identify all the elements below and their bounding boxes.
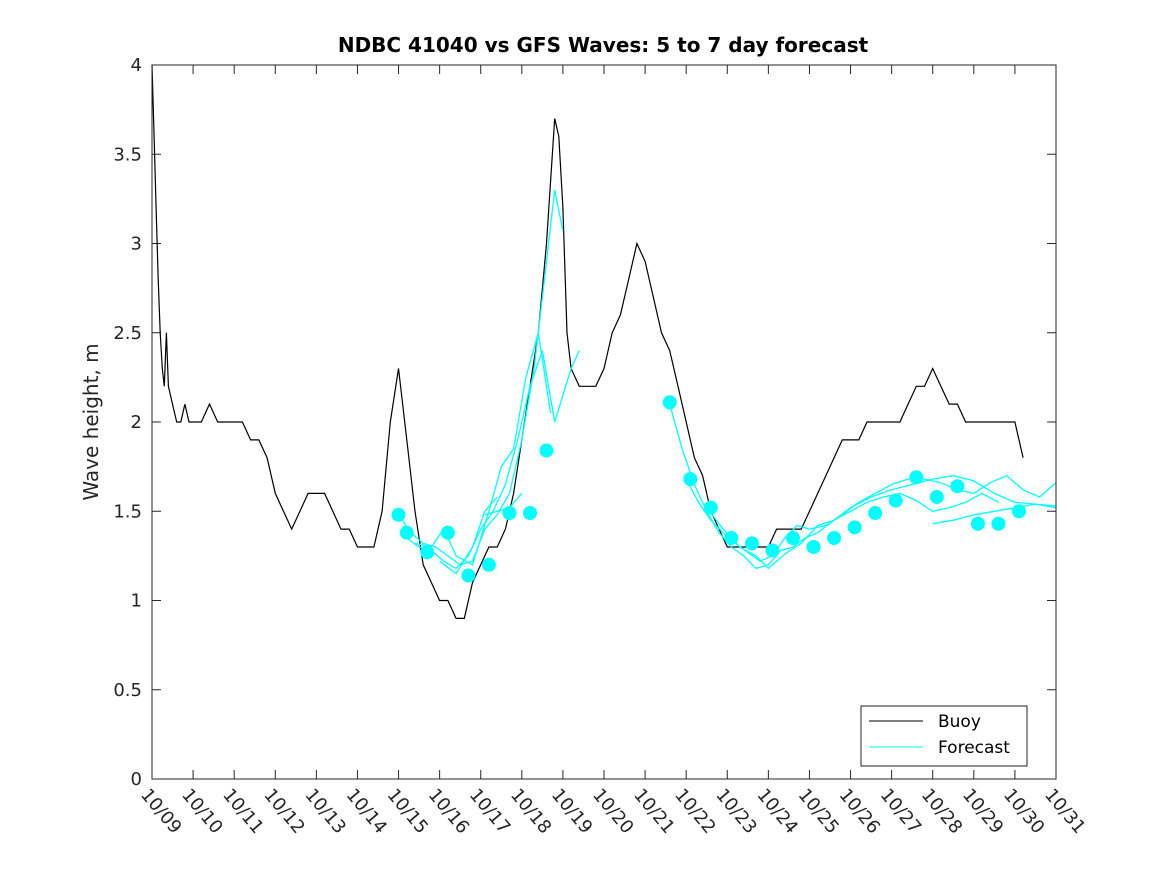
forecast-marker: [481, 557, 496, 572]
forecast-marker: [827, 531, 842, 546]
axes-box: [151, 64, 1057, 780]
forecast-marker: [420, 545, 435, 560]
forecast-marker: [502, 506, 517, 521]
forecast-marker: [391, 507, 406, 522]
forecast-marker: [399, 525, 414, 540]
forecast-series-line: [414, 332, 552, 566]
forecast-marker: [950, 479, 965, 494]
forecast-series-line: [397, 189, 564, 566]
forecast-marker: [539, 443, 554, 458]
y-tick-label: 0.5: [113, 680, 142, 701]
forecast-marker: [991, 516, 1006, 531]
y-tick-label: 2.5: [113, 323, 142, 344]
forecast-marker: [765, 543, 780, 558]
series-layer: [151, 64, 1057, 620]
forecast-marker: [909, 470, 924, 485]
y-tick-label: 3.5: [113, 144, 142, 165]
y-tick-label: 4: [131, 55, 142, 76]
forecast-marker: [744, 536, 759, 551]
chart-title: NDBC 41040 vs GFS Waves: 5 to 7 day fore…: [338, 33, 869, 57]
forecast-marker: [703, 500, 718, 515]
forecast-marker: [523, 506, 538, 521]
forecast-marker: [929, 489, 944, 504]
legend-forecast-label: Forecast: [938, 738, 1010, 758]
forecast-marker: [806, 539, 821, 554]
legend: Buoy Forecast: [860, 705, 1028, 767]
y-tick-label: 1.5: [113, 501, 142, 522]
forecast-series-line: [484, 492, 523, 516]
buoy-series-line: [151, 64, 1024, 620]
forecast-marker: [662, 395, 677, 410]
y-tick-label: 2: [131, 412, 142, 433]
forecast-series-line: [406, 350, 580, 570]
forecast-marker: [724, 531, 739, 546]
forecast-marker: [1012, 504, 1027, 519]
forecast-marker: [868, 506, 883, 521]
forecast-series-line: [439, 496, 498, 575]
forecast-series-line: [669, 403, 1057, 570]
y-tick-label: 0: [131, 769, 142, 790]
legend-box: [860, 705, 1028, 767]
forecast-marker: [888, 493, 903, 508]
forecast-marker: [683, 472, 698, 487]
legend-buoy-label: Buoy: [938, 712, 981, 732]
y-tick-label: 3: [131, 234, 142, 255]
y-tick-label: 1: [131, 591, 142, 612]
forecast-marker: [440, 525, 455, 540]
forecast-series-line: [706, 492, 999, 570]
y-axis-label: Wave height, m: [79, 343, 103, 500]
forecast-marker: [847, 520, 862, 535]
forecast-marker: [970, 516, 985, 531]
forecast-marker: [461, 568, 476, 583]
forecast-series-line: [932, 503, 1057, 525]
forecast-marker: [786, 531, 801, 546]
